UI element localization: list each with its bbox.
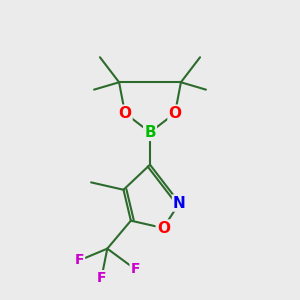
Text: B: B xyxy=(144,125,156,140)
Text: F: F xyxy=(97,271,106,285)
Text: O: O xyxy=(157,220,170,236)
Text: F: F xyxy=(75,254,84,267)
Text: O: O xyxy=(169,106,182,121)
Text: O: O xyxy=(118,106,131,121)
Text: N: N xyxy=(173,196,186,211)
Text: F: F xyxy=(130,262,140,276)
